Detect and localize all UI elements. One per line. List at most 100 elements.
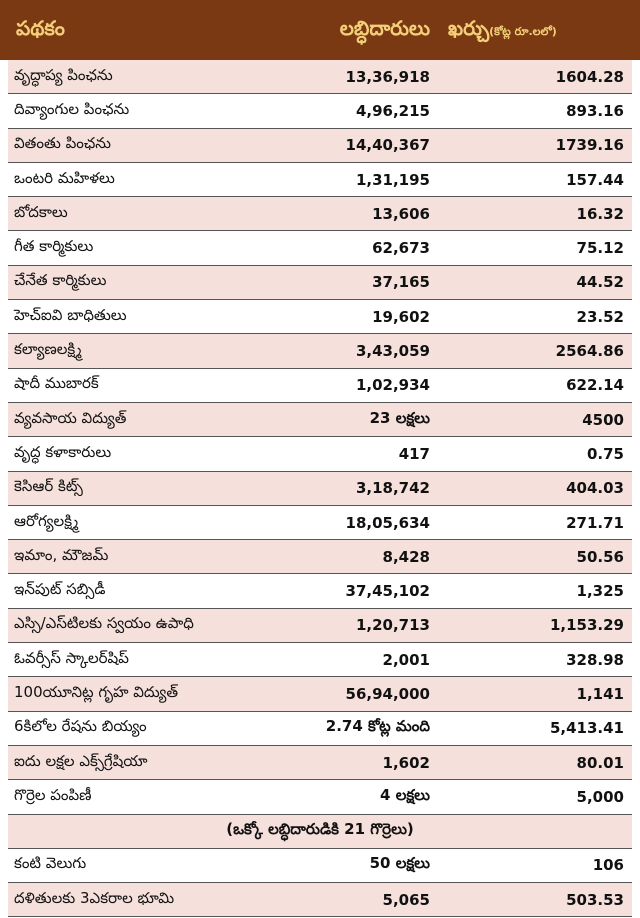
cost: 404.03 — [566, 479, 624, 498]
cost: 75.12 — [576, 239, 624, 258]
table-row: కెసిఆర్ కిట్స్ 3,18,742 404.03 — [8, 471, 632, 506]
table-row: గొర్రెల పంపిణీ 4 లక్షలు 5,000 — [8, 780, 632, 815]
table-row: కంటి వెలుగు 50 లక్షలు 106 — [8, 849, 632, 884]
beneficiaries: 3,43,059 — [355, 342, 430, 361]
scheme-name: ఇమాం, మౌజమ్ — [14, 545, 109, 564]
table-row: గీత కార్మికులు 62,673 75.12 — [8, 231, 632, 266]
table-row: 6కిలోల రేషను బియ్యం 2.74 కోట్ల మంది 5,413.… — [8, 712, 632, 746]
note-row: (ఒక్కో లబ్ధిదారుడికి 21 గొర్రెలు) — [8, 814, 632, 849]
table-body: వృద్ధాప్య పింఛను 13,36,918 1604.28 దివ్యాంగ… — [0, 60, 640, 918]
table-row: ఐదు లక్షల ఎక్స్‌గ్రేషియా 1,602 80.01 — [8, 745, 632, 781]
beneficiaries: 4 లక్షలు — [380, 785, 430, 804]
beneficiaries: 1,31,195 — [355, 170, 430, 189]
header-cost-label: ఖర్చు — [448, 15, 490, 40]
beneficiaries: 8,428 — [382, 547, 430, 566]
header-cost-unit: (కోట్ల రూ.లలో) — [489, 24, 557, 38]
table-row: వృద్ధాప్య పింఛను 13,36,918 1604.28 — [8, 60, 632, 95]
scheme-name: 6కిలోల రేషను బియ్యం — [14, 717, 147, 736]
table-row: వృద్ధ కళాకారులు 417 0.75 — [8, 437, 632, 472]
beneficiaries: 19,602 — [372, 307, 430, 326]
beneficiaries: 5,065 — [382, 890, 430, 909]
beneficiaries: 3,18,742 — [355, 479, 430, 498]
table-row: ఇమాం, మౌజమ్ 8,428 50.56 — [8, 540, 632, 575]
cost: 1,141 — [576, 684, 624, 703]
cost: 1739.16 — [555, 136, 624, 155]
cost: 503.53 — [566, 890, 624, 909]
beneficiaries: 18,05,634 — [345, 513, 430, 532]
cost: 106 — [592, 856, 624, 875]
table-row: 100యూనిట్ల గృహ విద్యుత్ 56,94,000 1,141 — [8, 677, 632, 712]
beneficiaries: 1,602 — [382, 753, 430, 772]
beneficiaries: 50 లక్షలు — [369, 854, 430, 873]
beneficiaries: 62,673 — [372, 239, 430, 258]
table-row: ఓవర్సీస్ స్కాలర్‌షిప్ 2,001 328.98 — [8, 643, 632, 678]
scheme-name: బోదకాలు — [14, 202, 68, 221]
table-row: ఒంటరి మహిళలు 1,31,195 157.44 — [8, 163, 632, 198]
scheme-name: గొర్రెల పంపిణీ — [14, 785, 92, 804]
table-row: షాదీ ముబారక్ 1,02,934 622.14 — [8, 369, 632, 403]
cost: 271.71 — [566, 513, 624, 532]
cost: 622.14 — [566, 376, 624, 395]
beneficiaries: 13,36,918 — [345, 67, 430, 86]
table-row: చేనేత కార్మికులు 37,165 44.52 — [8, 265, 632, 301]
scheme-name: వృద్ధ కళాకారులు — [14, 442, 112, 461]
scheme-name: వితంతు పింఛను — [14, 134, 111, 153]
beneficiaries: 37,165 — [372, 273, 430, 292]
scheme-name: ఒంటరి మహిళలు — [14, 168, 115, 187]
table-row: హెచ్ఐవి బాధితులు 19,602 23.52 — [8, 300, 632, 335]
table-row: వితంతు పింఛను 14,40,367 1739.16 — [8, 128, 632, 163]
cost: 5,000 — [576, 787, 624, 806]
scheme-name: చేనేత కార్మికులు — [14, 271, 107, 290]
cost: 5,413.41 — [549, 719, 624, 738]
beneficiaries: 2.74 కోట్ల మంది — [325, 717, 430, 736]
scheme-name: దళితులకు 3ఎకరాల భూమి — [14, 888, 175, 907]
header-beneficiaries: లబ్ధిదారులు — [339, 15, 430, 40]
beneficiaries: 14,40,367 — [345, 136, 430, 155]
table-row: ఎస్సి/ఎస్‌టిలకు స్వయం ఉపాధి 1,20,713 1,153… — [8, 608, 632, 644]
beneficiaries: 4,96,215 — [355, 101, 430, 120]
header: పథకం లబ్ధిదారులు ఖర్చు(కోట్ల రూ.లలో) — [0, 0, 640, 60]
beneficiaries: 56,94,000 — [345, 684, 430, 703]
cost: 893.16 — [566, 101, 624, 120]
beneficiaries: 13,606 — [372, 204, 430, 223]
cost: 50.56 — [576, 547, 624, 566]
beneficiaries: 23 లక్షలు — [369, 408, 430, 427]
cost: 4500 — [582, 410, 624, 429]
scheme-name: ఇన్‌పుట్ సబ్సిడీ — [14, 580, 106, 599]
table-row: వ్యవసాయ విద్యుత్ 23 లక్షలు 4500 — [8, 402, 632, 438]
cost: 16.32 — [576, 204, 624, 223]
scheme-name: హెచ్ఐవి బాధితులు — [14, 305, 127, 324]
scheme-name: ఐదు లక్షల ఎక్స్‌గ్రేషియా — [14, 751, 148, 770]
cost: 1,325 — [576, 582, 624, 601]
scheme-name: ఎస్సి/ఎస్‌టిలకు స్వయం ఉపాధి — [14, 614, 194, 633]
table-row: ఇన్‌పుట్ సబ్సిడీ 37,45,102 1,325 — [8, 574, 632, 609]
cost: 2564.86 — [555, 342, 624, 361]
beneficiaries: 1,02,934 — [355, 376, 430, 395]
cost: 328.98 — [566, 650, 624, 669]
table-row: కల్యాణలక్ష్మి 3,43,059 2564.86 — [8, 334, 632, 369]
scheme-name: దివ్యాంగుల పింఛను — [14, 99, 130, 118]
cost: 1604.28 — [555, 67, 624, 86]
table-row: బోదకాలు 13,606 16.32 — [8, 197, 632, 232]
cost: 157.44 — [566, 170, 624, 189]
beneficiaries: 2,001 — [382, 650, 430, 669]
cost: 44.52 — [576, 273, 624, 292]
cost: 0.75 — [586, 444, 624, 463]
cost: 23.52 — [576, 307, 624, 326]
scheme-name: కెసిఆర్ కిట్స్ — [14, 477, 83, 496]
table-row: ఆరోగ్యలక్ష్మి 18,05,634 271.71 — [8, 506, 632, 541]
scheme-name: 100యూనిట్ల గృహ విద్యుత్ — [14, 682, 179, 701]
cost: 1,153.29 — [549, 616, 624, 635]
beneficiaries: 1,20,713 — [355, 616, 430, 635]
scheme-name: ఓవర్సీస్ స్కాలర్‌షిప్ — [14, 648, 129, 667]
table-row: దివ్యాంగుల పింఛను 4,96,215 893.16 — [8, 94, 632, 129]
scheme-name: వ్యవసాయ విద్యుత్ — [14, 408, 127, 427]
beneficiaries: 417 — [398, 444, 430, 463]
scheme-name: కల్యాణలక్ష్మి — [14, 340, 82, 359]
scheme-name: ఆరోగ్యలక్ష్మి — [14, 511, 79, 530]
header-scheme: పథకం — [16, 15, 65, 40]
scheme-name: షాదీ ముబారక్ — [14, 374, 99, 393]
scheme-name: కంటి వెలుగు — [14, 854, 87, 873]
table-row: దళితులకు 3ఎకరాల భూమి 5,065 503.53 — [8, 883, 632, 918]
